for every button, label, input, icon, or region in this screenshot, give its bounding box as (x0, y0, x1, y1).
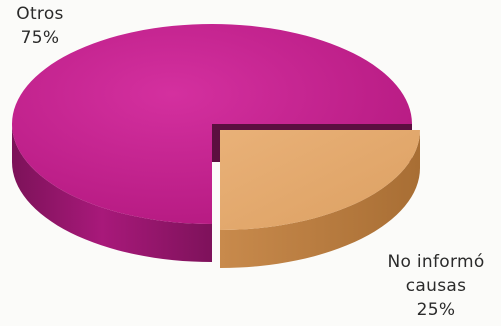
slice-no-informo (220, 130, 420, 230)
label-no-informo: No informó causas 25% (376, 250, 496, 322)
label-otros-name: Otros (16, 4, 64, 24)
label-no-informo-value: 25% (416, 300, 456, 320)
label-no-informo-line1: No informó (387, 252, 485, 272)
slice-no-informo-side (220, 130, 420, 268)
label-otros: Otros 75% (8, 2, 72, 50)
label-no-informo-line2: causas (405, 276, 467, 296)
slice-otros-side (12, 124, 212, 262)
slice-otros (12, 24, 412, 224)
label-otros-value: 75% (20, 28, 60, 48)
